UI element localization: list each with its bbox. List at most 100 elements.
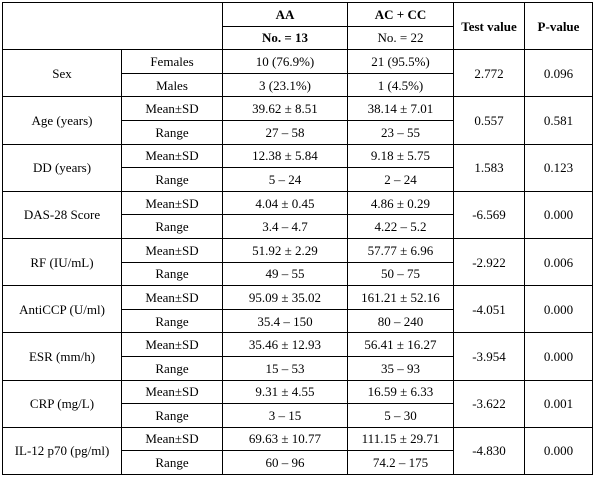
aa-value: 39.62 ± 8.51 [222, 96, 348, 121]
ac-cc-value: 2 – 24 [347, 167, 454, 192]
table-row: IL-12 p70 (pg/ml) Mean±SD 69.63 ± 10.77 111… [2, 426, 593, 475]
table-row: Range 35.4 – 150 80 – 240 [3, 308, 593, 334]
table-row: RF (IU/mL) Mean±SD 51.92 ± 2.29 57.77 ± 6.9… [2, 237, 593, 287]
aa-value: 15 – 53 [222, 355, 348, 381]
table-row: DD (years) Mean±SD 12.38 ± 5.84 9.18 ± 5.75… [2, 143, 593, 192]
stat-label: Mean±SD [121, 426, 223, 452]
table-row: Range 3.4 – 4.7 4.22 – 5.2 [3, 214, 593, 239]
aa-value: 4.04 ± 0.45 [222, 190, 348, 216]
stat-label: Range [121, 119, 223, 145]
test-value: 0.557 [453, 96, 525, 145]
ac-cc-value: 74.2 – 175 [347, 450, 454, 475]
header-group2-title: AC + CC [347, 2, 454, 27]
ac-cc-value: 80 – 240 [347, 308, 454, 334]
table-row: DAS-28 Score Mean±SD 4.04 ± 0.45 4.86 ± 0.2… [2, 190, 593, 239]
ac-cc-value: 4.22 – 5.2 [347, 214, 454, 239]
variable-label: AntiCCP (U/ml) [2, 285, 122, 334]
variable-label: Age (years) [2, 96, 122, 145]
header-group1-title: AA [222, 2, 348, 27]
ac-cc-value: 35 – 93 [347, 355, 454, 381]
p-value: 0.096 [524, 49, 593, 98]
variable-label: ESR (mm/h) [2, 332, 122, 381]
aa-value: 5 – 24 [222, 167, 348, 192]
test-value: -3.622 [453, 379, 525, 428]
p-value: 0.123 [524, 143, 593, 192]
stat-label: Mean±SD [121, 96, 223, 121]
table-row: Range 27 – 58 23 – 55 [3, 119, 593, 145]
variable-label: Sex [2, 49, 122, 98]
header-test-value: Test value [453, 1, 525, 51]
aa-value: 49 – 55 [222, 261, 348, 287]
ac-cc-value: 38.14 ± 7.01 [347, 96, 454, 121]
aa-value: 51.92 ± 2.29 [222, 237, 348, 263]
aa-value: 35.46 ± 12.93 [222, 332, 348, 357]
aa-value: 3 (23.1%) [222, 72, 348, 98]
aa-value: 60 – 96 [222, 450, 348, 475]
test-value: -4.830 [453, 426, 525, 475]
table-row: Sex Females 10 (76.9%) 21 (95.5%) 2.772 0.096 [2, 49, 593, 98]
ac-cc-value: 21 (95.5%) [347, 49, 454, 74]
ac-cc-value: 111.15 ± 29.71 [347, 426, 454, 452]
ac-cc-value: 23 – 55 [347, 119, 454, 145]
test-value: -2.922 [453, 237, 525, 287]
ac-cc-value: 161.21 ± 52.16 [347, 285, 454, 310]
stat-label: Range [121, 403, 223, 428]
stat-label: Mean±SD [121, 237, 223, 263]
table-row: Range 15 – 53 35 – 93 [3, 355, 593, 381]
variable-label: CRP (mg/L) [2, 379, 122, 428]
test-value: -4.051 [453, 285, 525, 334]
variable-label: DD (years) [2, 143, 122, 192]
p-value: 0.001 [524, 379, 593, 428]
table-row: ESR (mm/h) Mean±SD 35.46 ± 12.93 56.41 ± 16… [2, 332, 593, 381]
stat-label: Mean±SD [121, 190, 223, 216]
p-value: 0.006 [524, 237, 593, 287]
test-value: 1.583 [453, 143, 525, 192]
stat-label: Mean±SD [121, 285, 223, 310]
stat-label: Females [121, 49, 223, 74]
stat-label: Range [121, 355, 223, 381]
aa-value: 10 (76.9%) [222, 49, 348, 74]
p-value: 0.000 [524, 285, 593, 334]
table-row: Range 60 – 96 74.2 – 175 [3, 450, 593, 475]
test-value: 2.772 [453, 49, 525, 98]
ac-cc-value: 4.86 ± 0.29 [347, 190, 454, 216]
stat-label: Range [121, 167, 223, 192]
p-value: 0.000 [524, 426, 593, 475]
ac-cc-value: 5 – 30 [347, 403, 454, 428]
header-group2-n: No. = 22 [347, 25, 454, 51]
aa-value: 35.4 – 150 [222, 308, 348, 334]
aa-value: 3 – 15 [222, 403, 348, 428]
ac-cc-value: 57.77 ± 6.96 [347, 237, 454, 263]
header-row: AA AC + CC Test value P-value [2, 1, 593, 51]
test-value: -6.569 [453, 190, 525, 239]
variable-label: DAS-28 Score [2, 190, 122, 239]
stat-label: Range [121, 261, 223, 287]
header-subrow: No. = 13 No. = 22 [3, 25, 593, 51]
header-empty-cell [2, 1, 223, 51]
stat-label: Males [121, 72, 223, 98]
table-row: CRP (mg/L) Mean±SD 9.31 ± 4.55 16.59 ± 6.33… [2, 379, 593, 428]
variable-label: IL-12 p70 (pg/ml) [2, 426, 122, 475]
header-p-value: P-value [524, 1, 593, 51]
p-value: 0.000 [524, 190, 593, 239]
table-row: Range 3 – 15 5 – 30 [3, 403, 593, 428]
aa-value: 27 – 58 [222, 119, 348, 145]
table-row: Males 3 (23.1%) 1 (4.5%) [3, 72, 593, 98]
table-row: Range 5 – 24 2 – 24 [3, 167, 593, 192]
stat-label: Range [121, 214, 223, 239]
table-row: Range 49 – 55 50 – 75 [3, 261, 593, 287]
header-group1-n: No. = 13 [222, 25, 348, 51]
aa-value: 12.38 ± 5.84 [222, 143, 348, 169]
variable-label: RF (IU/mL) [2, 237, 122, 287]
p-value: 0.581 [524, 96, 593, 145]
table-row: AntiCCP (U/ml) Mean±SD 95.09 ± 35.02 161.21… [2, 285, 593, 334]
stat-label: Mean±SD [121, 379, 223, 405]
stat-label: Mean±SD [121, 332, 223, 357]
ac-cc-value: 16.59 ± 6.33 [347, 379, 454, 405]
stat-label: Range [121, 450, 223, 475]
ac-cc-value: 1 (4.5%) [347, 72, 454, 98]
p-value: 0.000 [524, 332, 593, 381]
test-value: -3.954 [453, 332, 525, 381]
